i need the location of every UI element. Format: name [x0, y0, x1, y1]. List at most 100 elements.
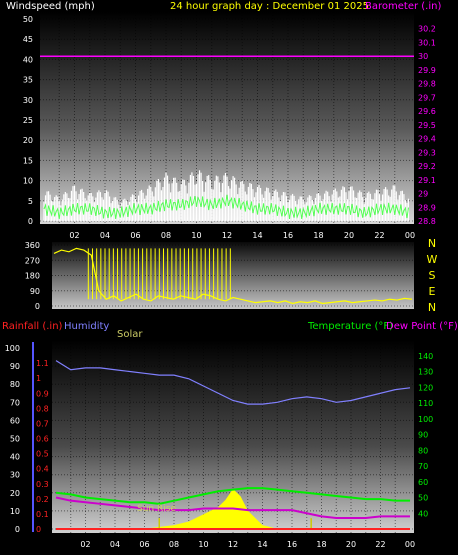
time-tick-label: 06 — [130, 231, 140, 240]
time-tick-label: 00 — [405, 540, 415, 549]
rainfall-tick-label: 0.8 — [36, 404, 49, 413]
barometer-axis-ticks: 28.8 28.9 29 29.1 29.2 29.3 29.4 29.5 29.6 29.7 29… — [418, 25, 436, 226]
direction-panel-grid — [52, 244, 414, 307]
rainfall-tick-label: 1.1 — [36, 359, 49, 368]
compass-label: N — [428, 301, 436, 314]
compass-label: S — [429, 269, 436, 282]
barometer-tick-label: 29.1 — [418, 176, 436, 185]
windspeed-tick-label: 0 — [28, 217, 33, 226]
rainfall-tick-label: 0.4 — [36, 465, 49, 474]
wind-time-axis-ticks: 02 04 06 08 10 12 14 16 18 20 22 00 — [69, 231, 415, 240]
windspeed-tick-label: 15 — [23, 156, 33, 165]
barometer-tick-label: 30 — [418, 52, 428, 61]
legend-temperature: Temperature (°F) — [307, 321, 393, 332]
direction-degree-ticks: 0 90 180 270 360 — [25, 241, 40, 311]
barometer-tick-label: 29.2 — [418, 162, 436, 171]
rainfall-tick-label: 0.1 — [36, 510, 49, 519]
temperature-tick-label: 80 — [418, 446, 428, 455]
sunrise-label: Sun Rise — [137, 504, 176, 514]
humidity-tick-label: 60 — [10, 416, 20, 425]
windspeed-tick-label: 50 — [23, 15, 33, 24]
humidity-tick-label: 0 — [15, 525, 20, 534]
temperature-tick-label: 70 — [418, 462, 428, 471]
rainfall-tick-label: 1 — [36, 374, 41, 383]
barometer-tick-label: 30.1 — [418, 38, 436, 47]
compass-label: W — [427, 253, 438, 266]
windspeed-tick-label: 25 — [23, 116, 33, 125]
compass-label: N — [428, 237, 436, 250]
barometer-tick-label: 29.3 — [418, 148, 436, 157]
humidity-tick-label: 40 — [10, 453, 20, 462]
windspeed-tick-label: 30 — [23, 96, 33, 105]
humidity-tick-label: 100 — [5, 344, 20, 353]
temperature-line — [55, 487, 410, 505]
barometer-tick-label: 29.4 — [418, 135, 436, 144]
barometer-tick-label: 29.8 — [418, 80, 436, 89]
rainfall-tick-label: 0.5 — [36, 450, 49, 459]
compass-label: E — [429, 285, 436, 298]
rainfall-tick-label: 0.7 — [36, 419, 49, 428]
barometer-tick-label: 29.9 — [418, 66, 436, 75]
dewpoint-line — [55, 496, 410, 519]
direction-tick-label: 90 — [30, 287, 40, 296]
time-tick-label: 10 — [191, 231, 201, 240]
time-tick-label: 12 — [222, 231, 232, 240]
barometer-tick-label: 29.7 — [418, 93, 436, 102]
humidity-tick-label: 20 — [10, 489, 20, 498]
time-tick-label: 02 — [69, 231, 79, 240]
time-tick-label: 06 — [139, 540, 149, 549]
time-tick-label: 02 — [80, 540, 90, 549]
time-tick-label: 04 — [100, 231, 110, 240]
temperature-tick-label: 110 — [418, 399, 433, 408]
barometer-tick-label: 29 — [418, 190, 428, 199]
time-tick-label: 14 — [257, 540, 267, 549]
direction-tick-label: 0 — [35, 302, 40, 311]
time-tick-label: 08 — [169, 540, 179, 549]
windspeed-tick-label: 10 — [23, 177, 33, 186]
temperature-tick-label: 60 — [418, 478, 428, 487]
windspeed-axis-ticks: 0 5 10 15 20 25 30 35 40 45 50 — [23, 15, 33, 226]
temperature-tick-label: 140 — [418, 352, 433, 361]
chart-title: 24 hour graph day : December 01 2025 — [170, 1, 369, 12]
rainfall-axis-ticks: 0 0.1 0.2 0.3 0.4 0.5 0.6 0.7 0.8 0.9 1 1.1 — [36, 359, 49, 534]
legend-humidity: Humidity — [64, 321, 109, 332]
barometer-tick-label: 30.2 — [418, 25, 436, 34]
humidity-tick-label: 30 — [10, 471, 20, 480]
left-axis-label: Windspeed (mph) — [6, 1, 95, 12]
legend-solar: Solar — [117, 329, 143, 340]
time-tick-label: 18 — [316, 540, 326, 549]
legend-dewpoint: Dew Point (°F) — [386, 321, 458, 332]
direction-tick-label: 360 — [25, 241, 40, 250]
time-tick-label: 08 — [161, 231, 171, 240]
rainfall-tick-label: 0.3 — [36, 480, 49, 489]
time-tick-label: 20 — [346, 540, 356, 549]
rainfall-tick-label: 0.2 — [36, 495, 49, 504]
temperature-tick-label: 40 — [418, 509, 428, 518]
time-tick-label: 14 — [252, 231, 262, 240]
temperature-tick-label: 90 — [418, 431, 428, 440]
humidity-line — [55, 360, 411, 405]
time-tick-label: 22 — [374, 231, 384, 240]
humidity-tick-label: 50 — [10, 435, 20, 444]
temperature-tick-label: 120 — [418, 383, 433, 392]
barometer-tick-label: 29.6 — [418, 107, 436, 116]
barometer-tick-label: 28.9 — [418, 203, 436, 212]
direction-series — [53, 247, 413, 305]
time-tick-label: 16 — [287, 540, 297, 549]
time-tick-label: 18 — [313, 231, 323, 240]
time-tick-label: 10 — [198, 540, 208, 549]
temperature-axis-ticks: 40 50 60 70 80 90 100 110 120 130 140 — [418, 352, 433, 518]
temperature-tick-label: 100 — [418, 415, 433, 424]
time-tick-label: 16 — [283, 231, 293, 240]
humidity-tick-label: 90 — [10, 362, 20, 371]
temperature-tick-label: 50 — [418, 494, 428, 503]
bottom-time-axis-ticks: 02 04 06 08 10 12 14 16 18 20 22 00 — [80, 540, 415, 549]
windspeed-tick-label: 20 — [23, 136, 33, 145]
rainfall-tick-label: 0 — [36, 525, 41, 534]
windspeed-tick-label: 45 — [23, 35, 33, 44]
time-tick-label: 04 — [110, 540, 120, 549]
windspeed-tick-label: 40 — [23, 55, 33, 64]
humidity-axis-ticks: 0 10 20 30 40 50 60 70 80 90 100 — [5, 344, 20, 534]
direction-tick-label: 270 — [25, 256, 40, 265]
